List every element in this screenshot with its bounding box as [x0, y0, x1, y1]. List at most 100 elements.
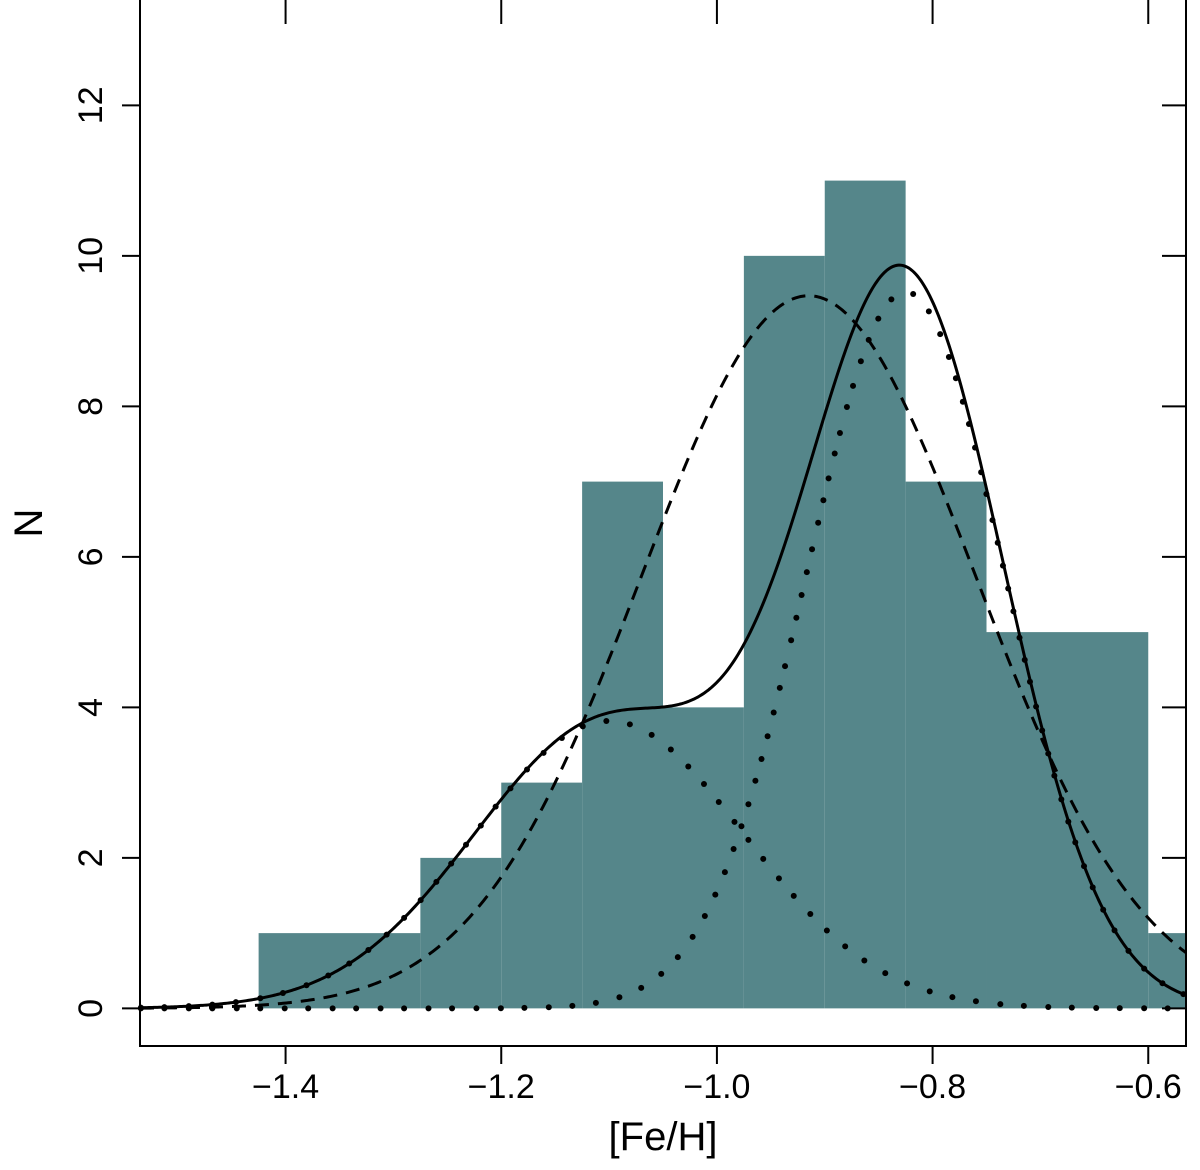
- y-axis-label: N: [7, 509, 51, 538]
- dotted-component-point: [836, 429, 843, 436]
- histogram-bar: [743, 255, 825, 1009]
- dotted-component-point: [823, 927, 830, 934]
- dotted-component-point: [752, 777, 759, 784]
- dotted-component-point: [305, 1005, 312, 1012]
- dotted-component-point: [701, 912, 708, 919]
- dotted-component-point: [825, 475, 832, 482]
- dotted-component-point: [758, 756, 765, 763]
- dotted-component-point: [997, 1001, 1004, 1008]
- dotted-component-point: [449, 1005, 456, 1012]
- dotted-component-point: [626, 721, 633, 728]
- histogram-bar: [905, 481, 987, 1009]
- dotted-component-point: [857, 358, 864, 365]
- dotted-component-point: [329, 1005, 336, 1012]
- y-tick-label: 12: [72, 86, 110, 124]
- dotted-component-point: [281, 1005, 288, 1012]
- dotted-component-point: [807, 911, 814, 918]
- x-tick-label: −1.4: [252, 1068, 319, 1106]
- dotted-component-point: [731, 818, 738, 825]
- dotted-component-point: [738, 823, 745, 830]
- histogram-bar: [1148, 933, 1186, 1009]
- dotted-component-point: [745, 836, 752, 843]
- dotted-component-point: [926, 988, 933, 995]
- dotted-component-point: [353, 1005, 360, 1012]
- histogram-bar: [663, 707, 744, 1009]
- dotted-component-point: [401, 1005, 408, 1012]
- y-tick-label: 4: [72, 698, 110, 717]
- x-tick-label: −0.8: [899, 1068, 966, 1106]
- dotted-component-point: [745, 801, 752, 808]
- dotted-component-point: [648, 731, 655, 738]
- x-tick-label: −0.6: [1115, 1068, 1182, 1106]
- x-tick-label: −1.2: [468, 1068, 535, 1106]
- dotted-component-point: [521, 1004, 528, 1011]
- dotted-component-point: [770, 709, 777, 716]
- dotted-component-point: [809, 546, 816, 553]
- dotted-component-point: [616, 994, 623, 1001]
- y-tick-label: 0: [72, 999, 110, 1018]
- dotted-component-point: [545, 1004, 552, 1011]
- dotted-component-point: [730, 846, 737, 853]
- dotted-component-point: [257, 1005, 264, 1012]
- dotted-component-point: [910, 291, 917, 298]
- x-axis-ticks: −1.4 −1.2 −1.0 −0.8 −0.6: [252, 0, 1182, 1106]
- dotted-component-point: [904, 980, 911, 987]
- dotted-component-point: [788, 637, 795, 644]
- dotted-component-point: [760, 855, 767, 862]
- dotted-component-point: [764, 733, 771, 740]
- x-axis-label: [Fe/H]: [609, 1115, 718, 1159]
- dotted-component-point: [1020, 1002, 1027, 1009]
- dotted-component-point: [875, 315, 882, 322]
- dotted-component-point: [1141, 1005, 1148, 1012]
- histogram-bar: [824, 180, 906, 1009]
- histogram-bar: [582, 481, 663, 1009]
- plot-frame: [139, 0, 1187, 1047]
- dotted-component-point: [937, 331, 944, 338]
- x-tick-label: −1.0: [683, 1068, 750, 1106]
- dotted-component-point: [689, 933, 696, 940]
- dotted-component-point: [798, 591, 805, 598]
- dotted-component-point: [803, 569, 810, 576]
- dotted-component-point: [700, 780, 707, 787]
- y-axis-ticks: 0 2 4 6 8 10 12: [72, 86, 1186, 1018]
- dotted-component-point: [775, 875, 782, 882]
- dotted-component-point: [843, 404, 850, 411]
- dotted-component-point: [603, 717, 610, 724]
- dotted-component-point: [949, 994, 956, 1001]
- dotted-component-point: [782, 663, 789, 670]
- dotted-component-point: [1093, 1004, 1100, 1011]
- dotted-component-point: [721, 869, 728, 876]
- histogram-bars: [258, 180, 1186, 1009]
- dotted-component-point: [667, 746, 674, 753]
- y-tick-label: 8: [72, 397, 110, 416]
- dotted-component-point: [815, 519, 822, 526]
- dotted-component-point: [793, 614, 800, 621]
- dotted-component-point: [925, 308, 932, 315]
- dashed-fit-curve: [139, 294, 1187, 1010]
- dotted-component-point: [497, 1005, 504, 1012]
- dotted-component-point: [674, 954, 681, 961]
- dotted-component-point: [776, 684, 783, 691]
- dotted-component-point: [972, 998, 979, 1005]
- dotted-component-point: [638, 984, 645, 991]
- dotted-component-point: [569, 1002, 576, 1009]
- dotted-component-point: [945, 353, 952, 360]
- dotted-component-point: [888, 296, 895, 303]
- dotted-component-point: [820, 497, 827, 504]
- solid-sum-curve: [139, 263, 1187, 1010]
- dotted-component-point: [790, 892, 797, 899]
- y-tick-label: 6: [72, 547, 110, 566]
- fit-curves: [137, 263, 1187, 1012]
- dotted-component-point: [842, 943, 849, 950]
- y-tick-label: 10: [72, 237, 110, 275]
- dotted-component-point: [850, 382, 857, 389]
- y-tick-label: 2: [72, 848, 110, 867]
- dotted-component-point: [715, 798, 722, 805]
- dotted-component-point: [861, 957, 868, 964]
- dotted-component-point: [425, 1005, 432, 1012]
- histogram-bar: [501, 782, 583, 1009]
- dotted-component-point: [473, 1005, 480, 1012]
- dotted-component-point: [712, 891, 719, 898]
- dotted-component-point: [658, 970, 665, 977]
